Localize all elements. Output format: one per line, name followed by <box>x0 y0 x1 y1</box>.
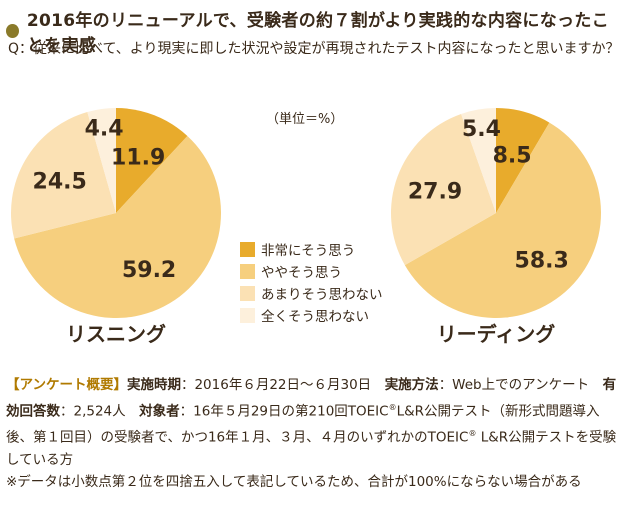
legend-swatch <box>240 285 255 301</box>
bullet-icon <box>6 24 19 38</box>
data-label: 58.3 <box>515 248 569 273</box>
legend-label: ややそう思う <box>261 265 342 281</box>
pie-slice <box>87 108 116 213</box>
period-label: 実施時期 <box>126 377 181 393</box>
pie-slice <box>11 111 116 239</box>
data-label: 59.2 <box>122 258 176 283</box>
method-value: ：Web上でのアンケート <box>438 377 590 393</box>
target-value-continued: L&R公開テスト（新形式問題導入後、第１回目）の受験者で、かつ16年１月、３月、… <box>6 403 600 445</box>
data-label: 24.5 <box>33 169 87 194</box>
survey-question: Q：従来に比べて、より現実に即した状況や設定が再現されたテスト内容になったと思い… <box>8 41 620 57</box>
legend-item: 全くそう思わない <box>240 304 383 326</box>
disclaimer-note: ※データは小数点第２位を四捨五入して表記しているため、合計が100%にならない場… <box>6 474 582 490</box>
legend-label: 非常にそう思う <box>261 243 356 259</box>
data-label: 11.9 <box>111 145 165 170</box>
legend-item: あまりそう思わない <box>240 282 383 304</box>
reading-chart-title: リーディング <box>436 322 556 346</box>
target-value: ：16年５月29日の第210回TOEIC <box>179 403 389 419</box>
reading-pie-chart: 8.5 58.3 27.9 5.4 <box>390 108 601 318</box>
period-value: ：2016年６月22日～６月30日 <box>180 377 372 393</box>
registered-mark: ® <box>388 402 397 412</box>
pie-slice <box>14 136 221 318</box>
legend-item: 非常にそう思う <box>240 238 383 260</box>
data-label: 8.5 <box>493 143 532 168</box>
listening-chart-title: リスニング <box>66 322 166 346</box>
count-label: 有効回答数 <box>6 377 617 419</box>
pie-slice <box>404 122 601 318</box>
pie-slice <box>461 108 496 213</box>
legend-swatch <box>240 263 255 279</box>
target-label: 対象者 <box>139 403 180 419</box>
pie-slice <box>390 113 496 266</box>
unit-label: （単位＝%） <box>266 112 344 127</box>
count-value: ：2,524人 <box>60 403 126 419</box>
legend-label: 全くそう思わない <box>261 309 369 325</box>
data-label: 5.4 <box>462 117 501 142</box>
legend-swatch <box>240 307 255 323</box>
data-label: 4.4 <box>85 117 124 142</box>
listening-pie-chart: 11.9 59.2 24.5 4.4 <box>11 108 221 318</box>
registered-mark: ® <box>468 428 477 438</box>
legend-item: ややそう思う <box>240 260 383 282</box>
survey-overview: 【アンケート概要】実施時期：2016年６月22日～６月30日 実施方法：Web上… <box>6 374 618 494</box>
legend-label: あまりそう思わない <box>261 287 383 303</box>
pie-slice <box>496 108 550 213</box>
data-label: 27.9 <box>408 179 462 204</box>
chart-legend: 非常にそう思う ややそう思う あまりそう思わない 全くそう思わない <box>240 238 383 326</box>
page-title: 2016年のリニューアルで、受験者の約７割がより実践的な内容になったことを実感 <box>26 11 609 56</box>
pie-slice <box>116 108 188 213</box>
title-row: 2016年のリニューアルで、受験者の約７割がより実践的な内容になったことを実感 <box>6 6 624 56</box>
legend-swatch <box>240 241 255 257</box>
target-value-end: L&R公開テストを受験している方 <box>6 429 617 468</box>
overview-tag: 【アンケート概要】 <box>6 377 127 393</box>
method-label: 実施方法 <box>384 377 439 393</box>
